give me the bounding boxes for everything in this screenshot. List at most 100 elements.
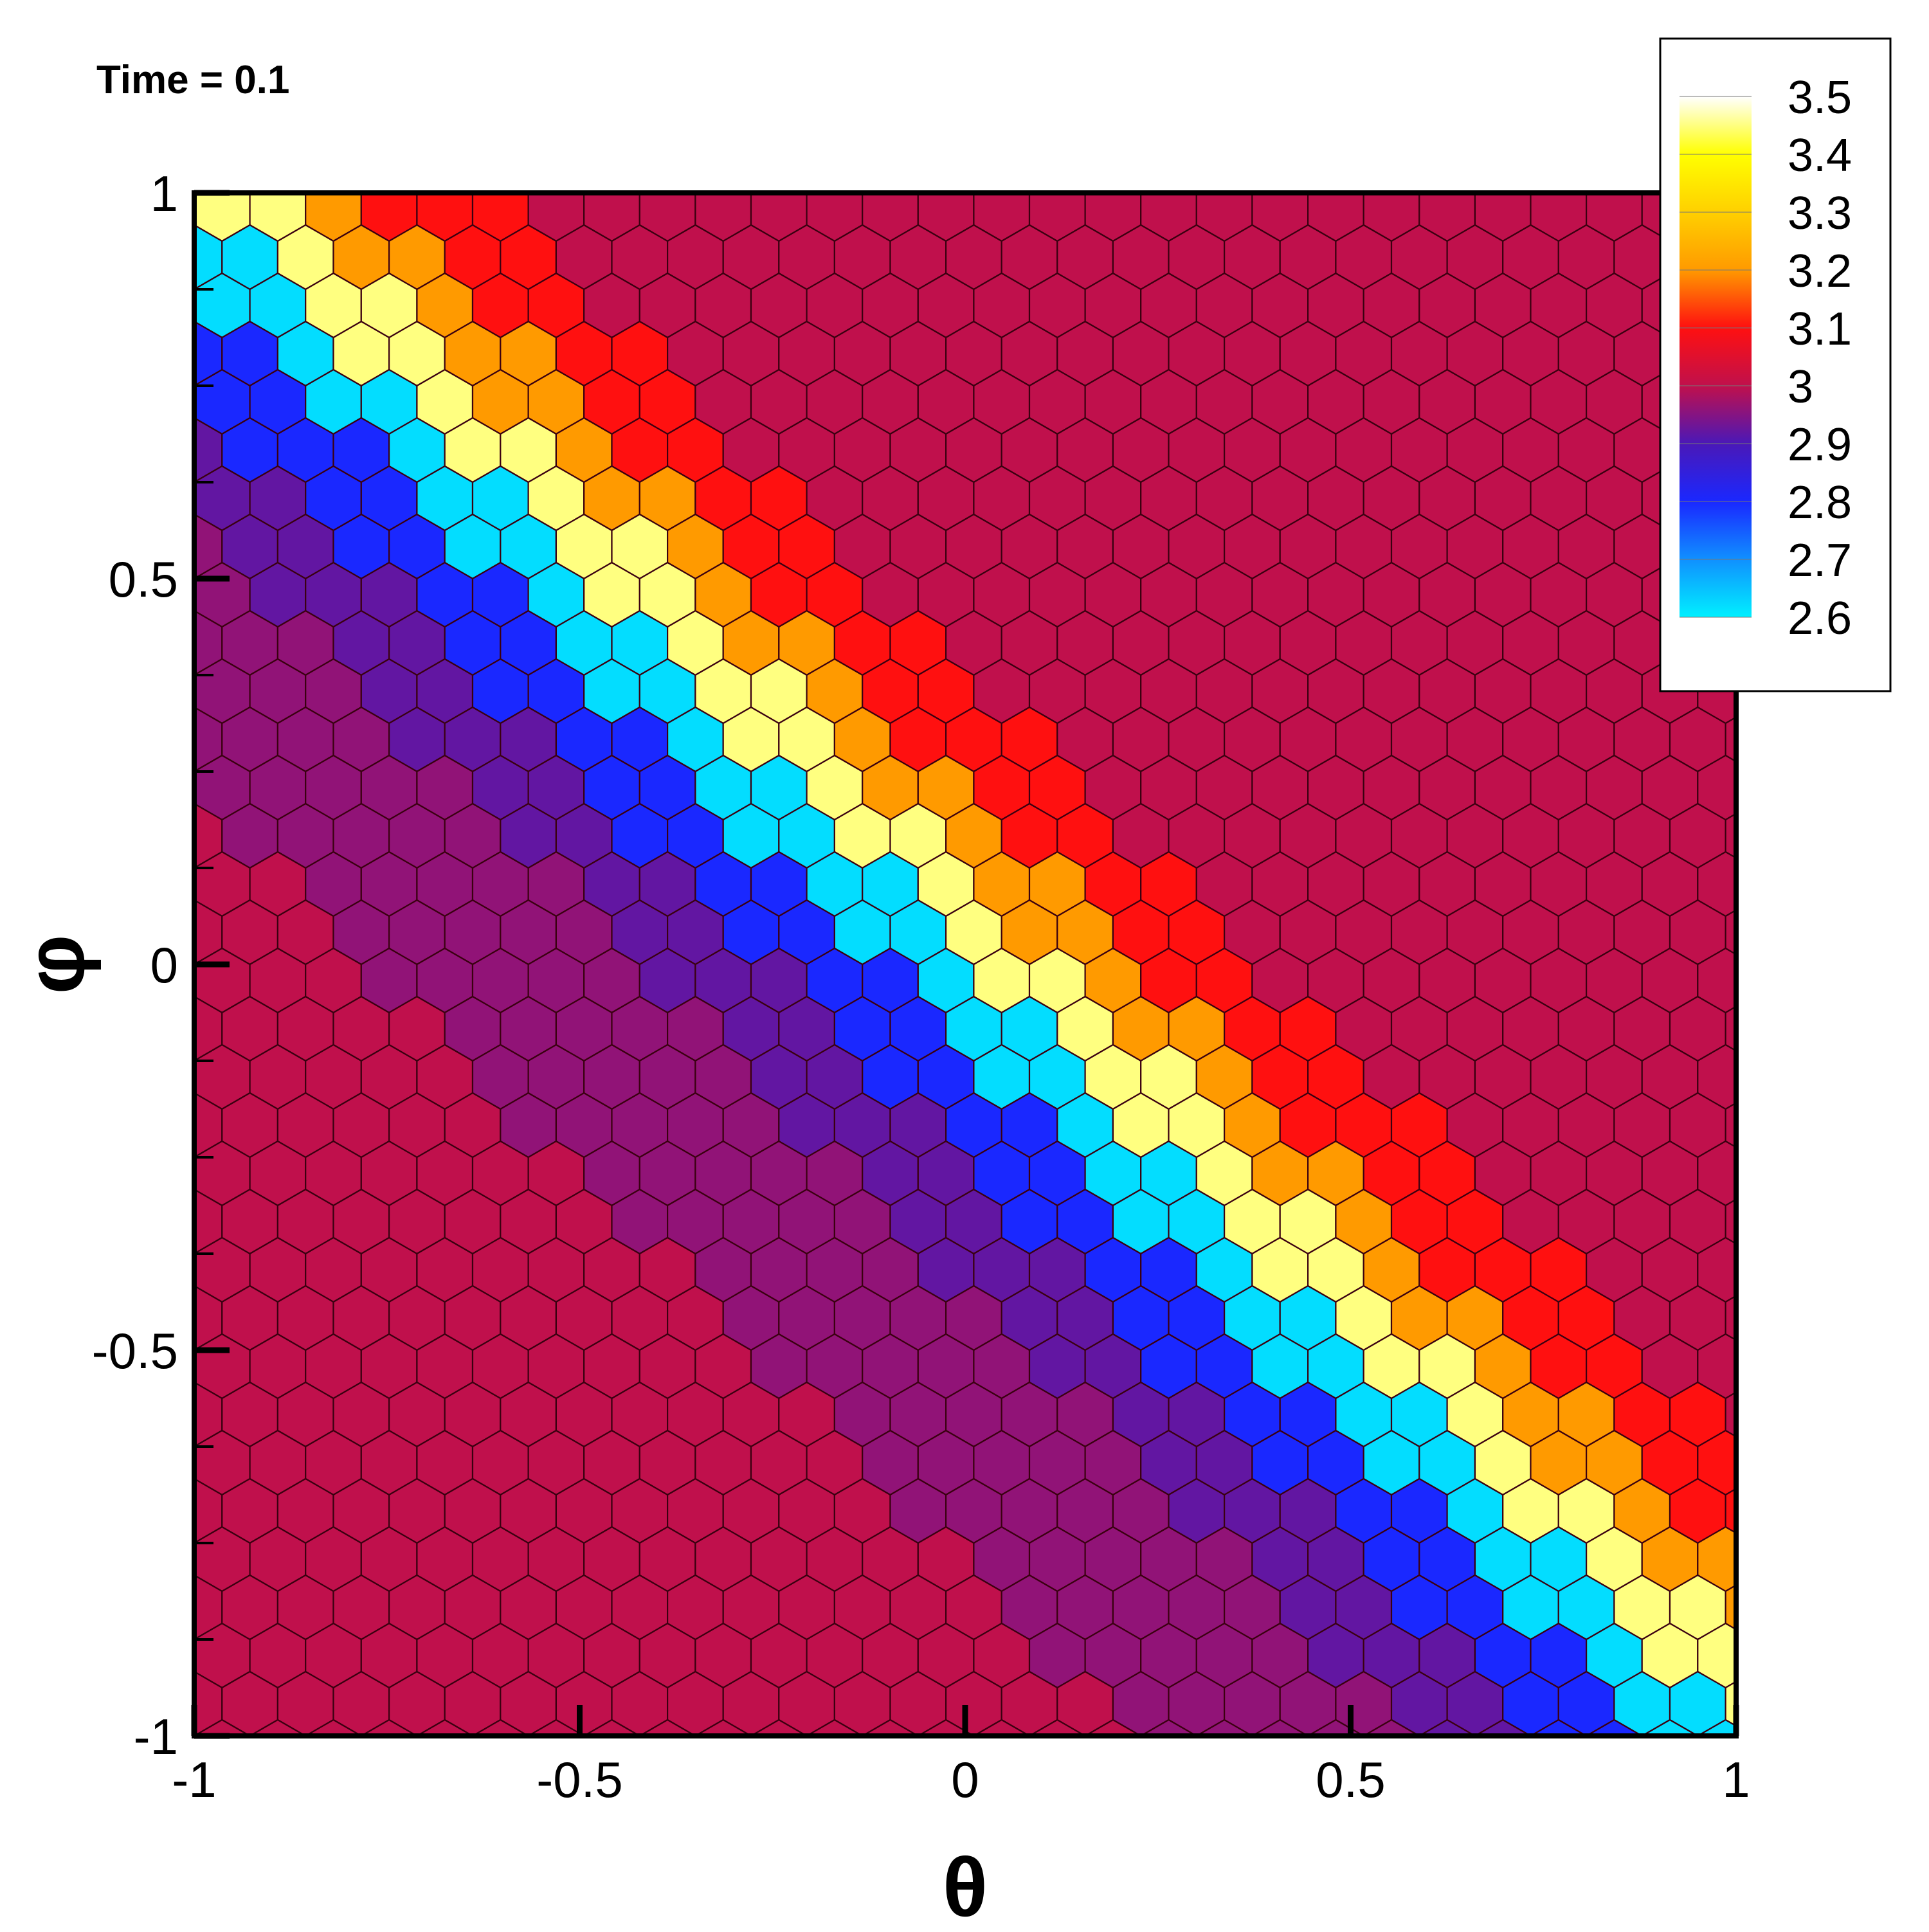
hex-cell (194, 1542, 195, 1576)
legend-level-label: 2.7 (1788, 535, 1852, 586)
legend-level-label: 2.9 (1788, 419, 1852, 471)
hex-cell (862, 1719, 919, 1736)
hex-cell (111, 1189, 167, 1254)
hex-cell (749, 193, 753, 194)
hex-cell (1725, 716, 1736, 763)
hex-cell (1725, 1488, 1736, 1534)
hex-cell (638, 1719, 696, 1736)
hex-cell (1251, 193, 1254, 194)
hex-cell (1753, 1334, 1809, 1398)
hex-cell (1753, 852, 1809, 916)
legend-level-label: 2.8 (1788, 477, 1852, 528)
hex-cell (111, 1479, 167, 1543)
legend-level-label: 3.2 (1788, 246, 1852, 297)
hex-cell (1753, 1720, 1809, 1784)
hex-cell (471, 193, 475, 194)
hex-cell (1195, 1719, 1253, 1736)
hex-cell (1753, 1623, 1809, 1688)
hex-cell (583, 193, 586, 194)
plot-area (111, 193, 1809, 1784)
hex-cell (194, 674, 195, 709)
hex-cell (694, 193, 697, 194)
chart-title: Time = 0.1 (96, 58, 289, 102)
hex-cell (194, 384, 195, 419)
hex-cell (1753, 1527, 1809, 1591)
hex-cell (360, 1719, 418, 1736)
hex-cell (1753, 1238, 1809, 1302)
hex-cell (1753, 1431, 1809, 1495)
hex-cell (471, 1719, 529, 1736)
hex-cell (1753, 1141, 1809, 1205)
hex-cell (1473, 193, 1477, 194)
x-tick-label: -1 (172, 1751, 216, 1808)
hex-cell (111, 321, 167, 386)
hex-cell (1084, 1719, 1142, 1736)
hex-cell (194, 1719, 251, 1736)
legend-level-label: 3.3 (1788, 188, 1852, 239)
x-tick-label: -0.5 (536, 1751, 622, 1808)
legend-level-label: 3 (1788, 361, 1813, 413)
hex-cell (111, 804, 167, 868)
y-tick-label: 0.5 (109, 551, 178, 608)
hex-cell (694, 1719, 752, 1736)
hex-cell (1530, 1719, 1588, 1736)
hex-cell (1725, 1006, 1736, 1052)
hex-cell (805, 193, 808, 194)
hex-cell (1083, 193, 1087, 194)
hex-cell (527, 1719, 585, 1736)
hex-cell (861, 193, 864, 194)
hex-cell (1195, 193, 1198, 194)
hex-cell (194, 770, 195, 805)
hex-cell (304, 193, 307, 194)
hex-cell (194, 1638, 195, 1673)
legend-level-label: 3.5 (1788, 72, 1852, 123)
hex-cell (249, 1719, 307, 1736)
hex-cells (111, 193, 1809, 1784)
hex-cell (1474, 1719, 1532, 1736)
colorbar (1680, 96, 1752, 617)
hex-cell (1753, 755, 1809, 820)
hex-cell (194, 288, 195, 323)
x-axis-label: θ (943, 1840, 988, 1929)
hex-cell (750, 1719, 808, 1736)
hex-cell (1140, 1719, 1197, 1736)
hex-cell (1725, 1584, 1736, 1630)
hex-cell (1028, 1719, 1086, 1736)
hex-cell (1418, 1719, 1476, 1736)
hex-cell (305, 1719, 362, 1736)
hex-cell (111, 418, 167, 482)
hex-cell (111, 225, 167, 289)
hex-cell (111, 611, 167, 675)
legend-level-label: 3.1 (1788, 303, 1852, 355)
hex-cell (194, 1156, 195, 1191)
hex-cell (1363, 1719, 1420, 1736)
hex-cell (416, 1719, 474, 1736)
hex-cell (1251, 1719, 1309, 1736)
hex-cell (111, 1575, 167, 1639)
hex-cell (1725, 1102, 1736, 1148)
hex-cell (1641, 1719, 1699, 1736)
y-tick-label: 0 (150, 937, 178, 993)
y-tick-label: 1 (150, 165, 178, 222)
hex-cell (415, 193, 419, 194)
hex-cell (1584, 193, 1588, 194)
hex-cell (917, 1719, 975, 1736)
hex-cell (1586, 1719, 1643, 1736)
hex-cell (359, 193, 363, 194)
x-tick-label: 0 (951, 1751, 979, 1808)
hex-cell (806, 1719, 864, 1736)
hex-cell (527, 193, 530, 194)
hex-cell (1725, 1295, 1736, 1341)
hex-cell (248, 193, 251, 194)
hex-cell (916, 193, 919, 194)
hex-cell (1418, 193, 1421, 194)
hex-cell (194, 1252, 195, 1287)
hex-cell (1139, 193, 1143, 194)
hex-cell (1753, 948, 1809, 1013)
hex-cell (111, 1093, 167, 1157)
legend-level-label: 3.4 (1788, 130, 1852, 181)
hex-cell (194, 1060, 195, 1094)
hex-cell (1725, 813, 1736, 859)
hex-cell (111, 997, 167, 1061)
